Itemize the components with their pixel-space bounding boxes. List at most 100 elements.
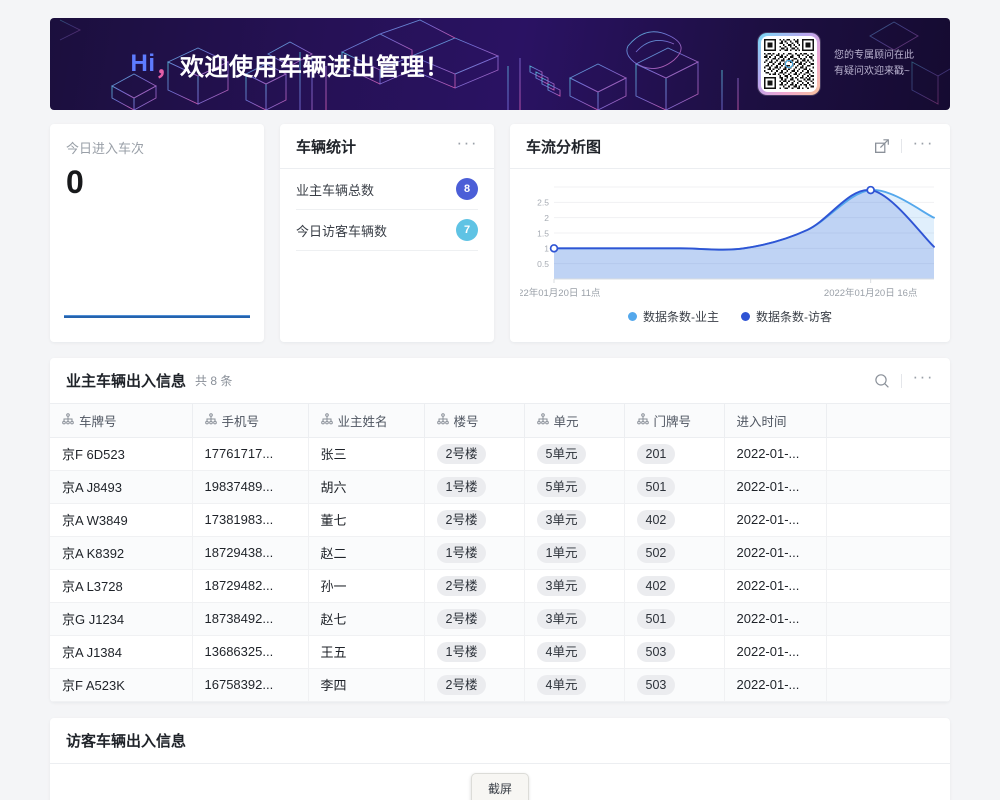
table-row[interactable]: 京F 6D523 17761717... 张三 2号楼 5单元 201 2022-01-..… [50, 437, 950, 471]
cell-plate: 京A W3849 [50, 503, 193, 537]
cell-unit: 4单元 [524, 635, 625, 669]
column-header-name[interactable]: 业主姓名 [308, 404, 425, 438]
visitor-vehicle-panel-title: 访客车辆出入信息 [66, 732, 187, 750]
tag-badge: 501 [636, 476, 676, 497]
tag-badge: 503 [636, 641, 676, 662]
cell-blank [826, 503, 950, 537]
cell-blank [826, 602, 950, 636]
qr-code-icon[interactable] [758, 33, 820, 95]
stat-item-label: 业主车辆总数 [296, 182, 375, 198]
tag-badge: 3单元 [536, 608, 587, 629]
list-item[interactable]: 业主车辆总数 8 [296, 169, 478, 210]
tag-badge: 5单元 [536, 476, 587, 497]
hierarchy-icon [320, 412, 333, 428]
banner-title-text: 欢迎使用车辆进出管理！ [180, 53, 450, 81]
list-item[interactable]: 今日访客车辆数 7 [296, 210, 478, 251]
column-header-plate[interactable]: 车牌号 [50, 404, 193, 438]
cell-time: 2022-01-... [724, 668, 827, 702]
column-header-label: 车牌号 [79, 414, 117, 429]
traffic-chart-title: 车流分析图 [526, 138, 602, 156]
vehicle-stats-header: 车辆统计 ··· [280, 124, 494, 169]
cell-time: 2022-01-... [724, 602, 827, 636]
vehicle-stats-list: 业主车辆总数 8 今日访客车辆数 7 [280, 169, 494, 251]
column-header-label: 单元 [553, 414, 579, 429]
cell-door: 502 [624, 536, 725, 570]
hierarchy-icon [436, 412, 449, 428]
today-entries-card: 今日进入车次 0 [50, 124, 264, 342]
cell-door: 503 [624, 668, 725, 702]
cell-blank [826, 635, 950, 669]
tag-badge: 3单元 [536, 575, 587, 596]
cell-phone: 17761717... [192, 437, 309, 471]
owner-vehicle-more-icon[interactable]: ··· [912, 367, 934, 386]
column-header-phone[interactable]: 手机号 [192, 404, 309, 438]
table-row[interactable]: 京A J1384 13686325... 王五 1号楼 4单元 503 2022-01-..… [50, 635, 950, 669]
cell-plate: 京A L3728 [50, 569, 193, 603]
cell-plate: 京A J8493 [50, 470, 193, 504]
screenshot-button[interactable]: 截屏 [470, 773, 530, 800]
vehicle-stats-card: 车辆统计 ··· 业主车辆总数 8 今日访客车辆数 7 [280, 124, 494, 342]
traffic-chart-plot[interactable]: 0.5 1 1.5 2 2.5 2022年01月20日 11点 2022年01月20日 16… [520, 175, 940, 307]
banner-subtitle: 您的专属顾问在此 有疑问欢迎来戳~ [834, 48, 914, 80]
table-row[interactable]: 京G J1234 18738492... 赵七 2号楼 3单元 501 2022-01-..… [50, 602, 950, 636]
cell-blank [826, 668, 950, 702]
cell-plate: 京F A523K [50, 668, 193, 702]
tag-badge: 501 [636, 608, 676, 629]
cell-phone: 13686325... [192, 635, 309, 669]
vehicle-stats-more-icon[interactable]: ··· [456, 132, 478, 152]
tag-badge: 1单元 [536, 542, 587, 563]
cell-building: 1号楼 [424, 635, 525, 669]
legend-label: 数据条数-业主 [643, 310, 719, 324]
table-row[interactable]: 京A W3849 17381983... 董七 2号楼 3单元 402 2022-01-..… [50, 503, 950, 537]
cell-phone: 18729438... [192, 536, 309, 570]
cell-name: 赵七 [308, 602, 425, 636]
legend-item-visitor[interactable]: 数据条数-访客 [741, 308, 832, 325]
legend-item-owner[interactable]: 数据条数-业主 [628, 308, 719, 325]
tag-badge: 3单元 [536, 509, 587, 530]
owner-vehicle-panel-title: 业主车辆出入信息 [66, 373, 187, 390]
cell-blank [826, 470, 950, 504]
tag-badge: 201 [636, 443, 676, 464]
cell-phone: 16758392... [192, 668, 309, 702]
legend-label: 数据条数-访客 [756, 310, 832, 324]
traffic-chart-header: 车流分析图 ··· [510, 124, 950, 169]
tag-badge: 2号楼 [436, 575, 487, 596]
header-divider [900, 139, 902, 153]
column-header-unit[interactable]: 单元 [524, 404, 625, 438]
cell-time: 2022-01-... [724, 503, 827, 537]
owner-vehicle-table-body: 京F 6D523 17761717... 张三 2号楼 5单元 201 2022-01-..… [50, 437, 950, 702]
cell-name: 李四 [308, 668, 425, 702]
cell-time: 2022-01-... [724, 569, 827, 603]
cell-name: 孙一 [308, 569, 425, 603]
traffic-chart-more-icon[interactable]: ··· [912, 132, 934, 152]
table-row[interactable]: 京A J8493 19837489... 胡六 1号楼 5单元 501 2022-01-..… [50, 470, 950, 504]
header-divider [900, 373, 902, 388]
column-header-building[interactable]: 楼号 [424, 404, 525, 438]
cell-time: 2022-01-... [724, 536, 827, 570]
cell-blank [826, 536, 950, 570]
cell-building: 2号楼 [424, 503, 525, 537]
table-row[interactable]: 京A K8392 18729438... 赵二 1号楼 1单元 502 2022-01-..… [50, 536, 950, 570]
cell-plate: 京A J1384 [50, 635, 193, 669]
column-header-door[interactable]: 门牌号 [624, 404, 725, 438]
stat-item-label: 今日访客车辆数 [296, 223, 388, 239]
table-row[interactable]: 京F A523K 16758392... 李四 2号楼 4单元 503 2022-01-..… [50, 668, 950, 702]
today-entries-label: 今日进入车次 [66, 141, 145, 156]
search-icon[interactable] [874, 373, 890, 389]
tag-badge: 2号楼 [436, 443, 487, 464]
cell-plate: 京A K8392 [50, 536, 193, 570]
table-row[interactable]: 京A L3728 18729482... 孙一 2号楼 3单元 402 2022-01-..… [50, 569, 950, 603]
banner-title: Hi，欢迎使用车辆进出管理！ [50, 18, 950, 110]
tag-badge: 4单元 [536, 641, 587, 662]
svg-text:1: 1 [544, 244, 549, 254]
svg-text:1.5: 1.5 [537, 228, 549, 238]
cell-blank [826, 569, 950, 603]
cell-door: 503 [624, 635, 725, 669]
expand-icon[interactable] [874, 138, 890, 154]
cell-building: 2号楼 [424, 569, 525, 603]
tag-badge: 5单元 [536, 443, 587, 464]
hierarchy-icon [636, 412, 649, 428]
banner-comma: ， [155, 53, 180, 81]
cell-unit: 3单元 [524, 569, 625, 603]
column-header-time[interactable]: 进入时间 [724, 404, 827, 438]
